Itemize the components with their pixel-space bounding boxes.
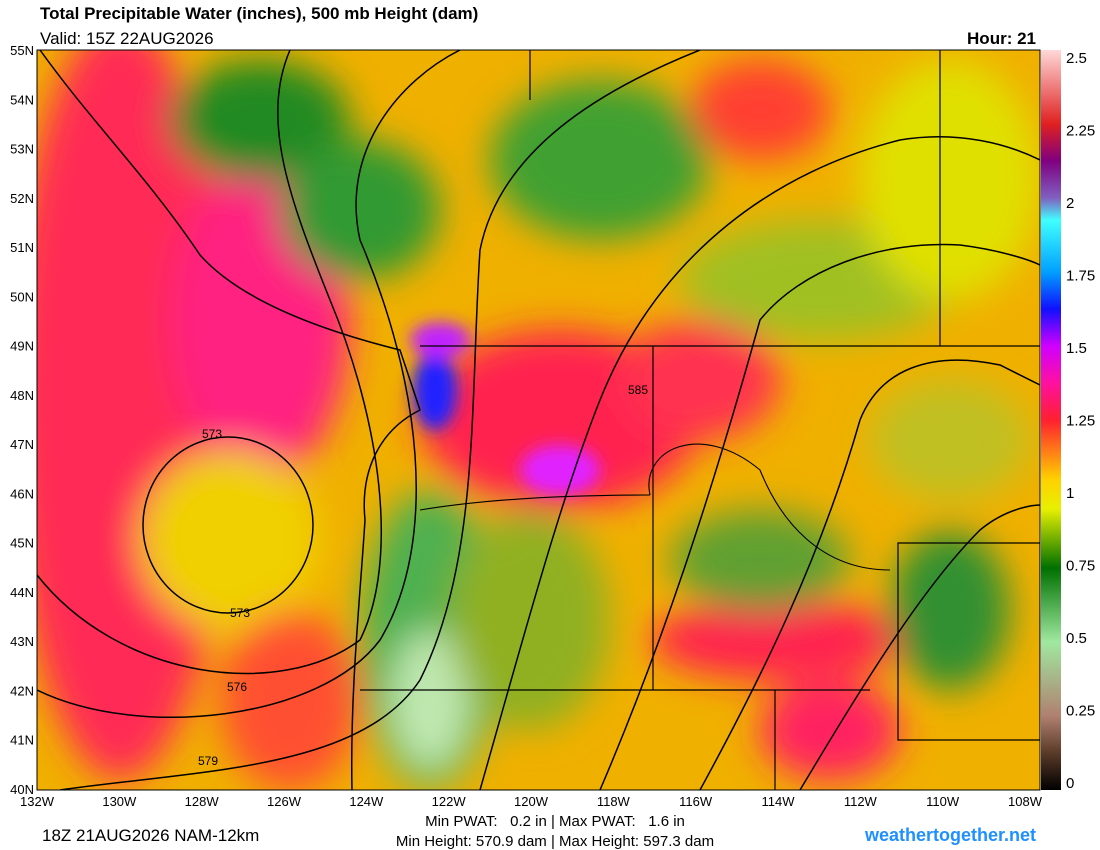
pwat-field xyxy=(37,50,1040,790)
lat-label: 43N xyxy=(10,634,34,649)
contour-label: 585 xyxy=(628,383,648,397)
pwat-stats: Min PWAT: 0.2 in | Max PWAT: 1.6 in xyxy=(425,813,685,830)
map-title: Total Precipitable Water (inches), 500 m… xyxy=(40,4,478,23)
lat-label: 47N xyxy=(10,437,34,452)
lon-label: 114W xyxy=(762,794,796,809)
valid-time: Valid: 15Z 22AUG2026 xyxy=(40,29,214,48)
lon-label: 116W xyxy=(679,794,713,809)
colorbar-label: 0 xyxy=(1066,775,1074,792)
lon-label: 132W xyxy=(20,794,55,809)
lat-label: 49N xyxy=(10,339,34,354)
map-frame xyxy=(36,49,1041,791)
colorbar-label: 1 xyxy=(1066,485,1074,502)
colorbar-label: 0.25 xyxy=(1066,703,1095,720)
lon-label: 118W xyxy=(597,794,631,809)
lat-label: 44N xyxy=(10,585,34,600)
contour-label: 573 xyxy=(230,606,250,620)
site-credit: weathertogether.net xyxy=(864,825,1036,845)
lon-label: 126W xyxy=(267,794,302,809)
lon-label: 124W xyxy=(349,794,384,809)
colorbar-label: 2 xyxy=(1066,195,1074,212)
lon-label: 112W xyxy=(844,794,878,809)
lat-label: 41N xyxy=(10,733,34,748)
colorbar-label: 1.75 xyxy=(1066,268,1095,285)
colorbar-label: 2.5 xyxy=(1066,50,1087,67)
model-run: 18Z 21AUG2026 NAM-12km xyxy=(42,826,259,845)
contour-label: 573 xyxy=(202,427,222,441)
lon-label: 108W xyxy=(1008,794,1043,809)
lon-label: 120W xyxy=(514,794,549,809)
contour-label: 576 xyxy=(227,680,247,694)
colorbar-label: 2.25 xyxy=(1066,123,1095,140)
height-stats: Min Height: 570.9 dam | Max Height: 597.… xyxy=(396,833,714,850)
lon-label: 110W xyxy=(926,794,960,809)
lat-label: 50N xyxy=(10,289,34,304)
lat-label: 53N xyxy=(10,142,34,157)
colorbar-label: 0.75 xyxy=(1066,558,1095,575)
lon-label: 122W xyxy=(432,794,467,809)
contour-label: 579 xyxy=(198,754,218,768)
lat-label: 55N xyxy=(10,43,34,58)
lat-label: 54N xyxy=(10,92,34,107)
lon-label: 130W xyxy=(102,794,137,809)
colorbar-label: 1.5 xyxy=(1066,340,1087,357)
colorbar-label: 0.5 xyxy=(1066,630,1087,647)
lat-label: 48N xyxy=(10,388,34,403)
lat-label: 46N xyxy=(10,486,34,501)
forecast-hour: Hour: 21 xyxy=(967,29,1036,48)
lat-label: 52N xyxy=(10,191,34,206)
lat-label: 51N xyxy=(10,240,34,255)
colorbar-label: 1.25 xyxy=(1066,413,1095,430)
colorbar xyxy=(1041,50,1061,790)
lat-label: 40N xyxy=(10,782,34,797)
lon-label: 128W xyxy=(185,794,220,809)
lat-label: 45N xyxy=(10,536,34,551)
lat-label: 42N xyxy=(10,683,34,698)
